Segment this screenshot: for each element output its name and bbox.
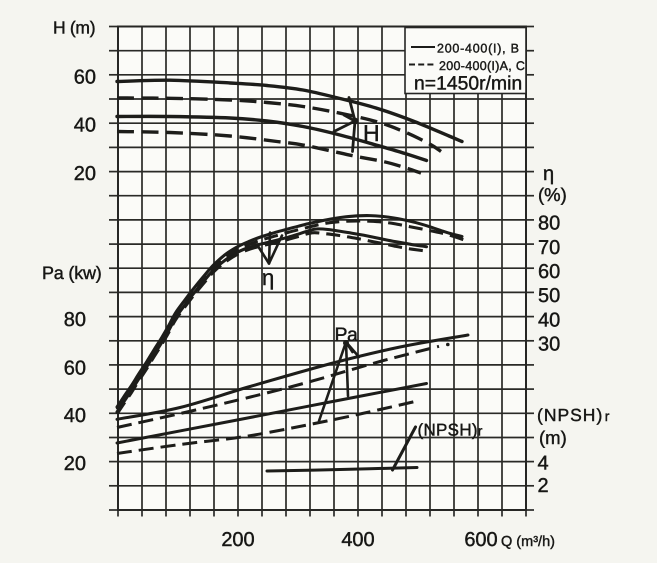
svg-text:40: 40 bbox=[74, 115, 96, 137]
svg-text:60: 60 bbox=[538, 261, 560, 283]
svg-text:80: 80 bbox=[64, 309, 86, 331]
svg-text:40: 40 bbox=[64, 405, 86, 427]
svg-text:20: 20 bbox=[74, 163, 96, 185]
svg-text:Pa: Pa bbox=[335, 324, 359, 346]
svg-text:H (m): H (m) bbox=[53, 18, 95, 38]
svg-text:(NPSH)r: (NPSH)r bbox=[537, 405, 610, 425]
svg-text:200-400(I), B: 200-400(I), B bbox=[437, 42, 520, 56]
svg-text:(NPSH)r: (NPSH)r bbox=[418, 421, 483, 440]
svg-text:4: 4 bbox=[538, 452, 549, 474]
svg-text:30: 30 bbox=[538, 334, 560, 356]
svg-text:200: 200 bbox=[221, 529, 254, 551]
svg-text:η: η bbox=[262, 265, 274, 290]
svg-text:80: 80 bbox=[538, 213, 560, 235]
svg-text:50: 50 bbox=[538, 285, 560, 307]
svg-text:(m): (m) bbox=[539, 427, 567, 448]
svg-text:60: 60 bbox=[74, 67, 96, 89]
svg-text:20: 20 bbox=[64, 453, 86, 475]
svg-text:70: 70 bbox=[538, 237, 560, 259]
svg-text:60: 60 bbox=[64, 357, 86, 379]
svg-text:400: 400 bbox=[341, 529, 374, 551]
svg-text:2: 2 bbox=[538, 475, 549, 497]
svg-text:Q (m³/h): Q (m³/h) bbox=[501, 534, 555, 550]
svg-text:600: 600 bbox=[464, 529, 497, 551]
svg-text:(%): (%) bbox=[538, 184, 567, 205]
svg-text:H: H bbox=[363, 120, 380, 146]
svg-text:200-400(I)A, C: 200-400(I)A, C bbox=[439, 59, 525, 73]
svg-text:n=1450r/min: n=1450r/min bbox=[414, 74, 522, 95]
svg-text:40: 40 bbox=[538, 309, 560, 331]
svg-text:Pa (kw): Pa (kw) bbox=[42, 263, 102, 283]
svg-text:η: η bbox=[543, 163, 554, 185]
